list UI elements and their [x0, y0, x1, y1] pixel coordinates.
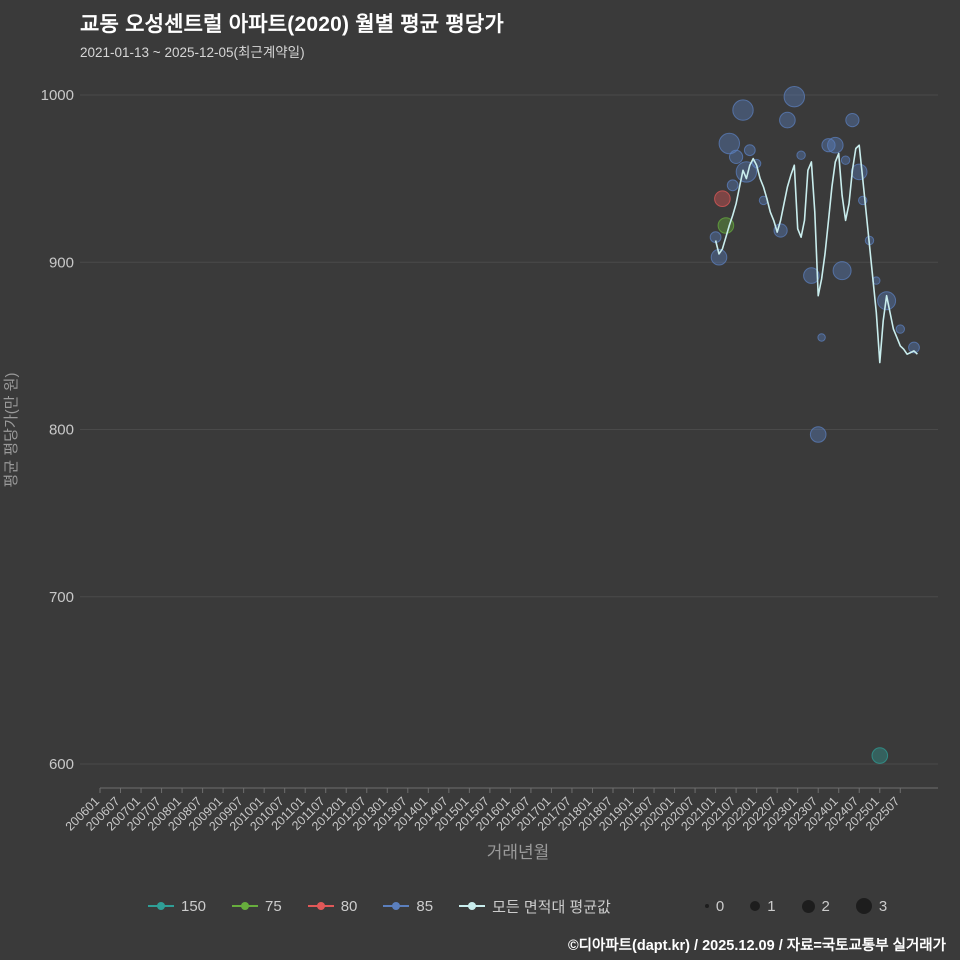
legend-size-0: 0	[704, 897, 725, 915]
legend-marker-75-icon	[232, 899, 259, 913]
chart-subtitle: 2021-01-13 ~ 2025-12-05(최근계약일)	[80, 45, 305, 60]
size-dot-3-icon	[855, 898, 872, 914]
legend-label-average-line: 모든 면적대 평균값	[492, 898, 611, 916]
size-dot-1-icon	[750, 901, 761, 911]
legend-item-150[interactable]: 150	[148, 898, 206, 915]
legend-size-2: 2	[801, 897, 830, 915]
legend-item-75[interactable]: 75	[232, 898, 282, 915]
svg-text:700: 700	[49, 589, 74, 606]
chart-title: 교동 오성센트럴 아파트(2020) 월별 평균 평당가	[80, 13, 504, 36]
size-dot-0-icon	[704, 904, 709, 908]
price-chart-plot[interactable]: 6007008009001000200601200607200701200707…	[0, 0, 960, 880]
svg-text:평균 평당가(만 원): 평균 평당가(만 원)	[3, 373, 20, 488]
size-label-3: 3	[878, 897, 888, 915]
size-label-1: 1	[767, 897, 776, 915]
svg-text:거래년월: 거래년월	[487, 843, 550, 862]
svg-text:800: 800	[49, 422, 74, 439]
legend-item-average-line[interactable]: 모든 면적대 평균값	[459, 896, 611, 917]
chart-legend: 150 75 80 85 모든 면적대 평균값 0 1 2	[148, 894, 887, 918]
size-dot-2-icon	[801, 899, 815, 913]
legend-item-85[interactable]: 85	[383, 898, 433, 915]
legend-marker-average-line-icon	[459, 899, 486, 913]
footer-credit: ©디아파트(dapt.kr) / 2025.12.09 / 자료=국토교통부 실…	[567, 938, 946, 954]
legend-label-150: 150	[181, 897, 207, 915]
legend-size-1: 1	[750, 897, 776, 915]
svg-text:1000: 1000	[41, 87, 74, 104]
legend-label-85: 85	[416, 897, 434, 915]
legend-item-80[interactable]: 80	[307, 897, 358, 915]
legend-label-80: 80	[340, 897, 358, 915]
svg-text:600: 600	[49, 756, 74, 773]
legend-marker-85-icon	[383, 899, 410, 913]
size-label-0: 0	[715, 897, 725, 915]
svg-text:900: 900	[49, 254, 74, 271]
legend-marker-150-icon	[148, 899, 174, 913]
legend-size-3: 3	[855, 897, 888, 915]
legend-label-75: 75	[265, 897, 282, 915]
legend-marker-80-icon	[307, 899, 334, 913]
size-label-2: 2	[821, 897, 830, 915]
